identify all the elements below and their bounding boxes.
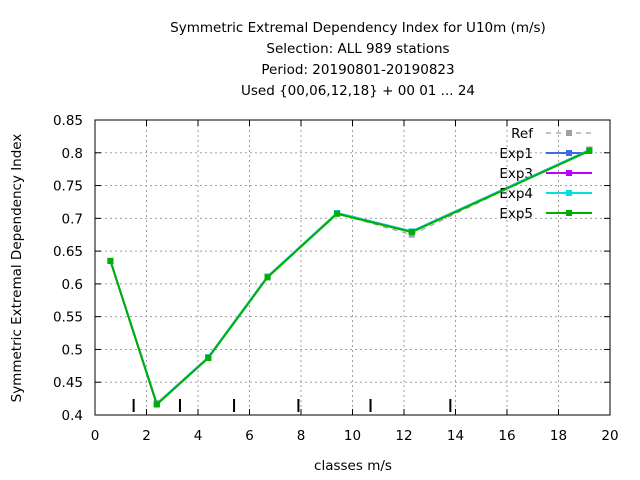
x-tick-label: 2 — [142, 428, 151, 444]
data-point-exp5 — [264, 274, 271, 281]
y-tick-label: 0.8 — [62, 146, 83, 162]
data-point-exp5 — [408, 229, 415, 236]
y-tick-label: 0.65 — [53, 244, 83, 260]
x-tick-label: 16 — [498, 428, 515, 444]
legend-label-exp5: Exp5 — [499, 206, 533, 222]
legend-label-ref: Ref — [511, 126, 534, 142]
legend-label-exp4: Exp4 — [499, 186, 533, 202]
chart-title-line-4: Used {00,06,12,18} + 00 01 ... 24 — [240, 83, 476, 99]
x-tick-label: 8 — [297, 428, 306, 444]
legend-marker-exp5 — [566, 210, 572, 216]
chart-title-line-1: Symmetric Extremal Dependency Index for … — [170, 20, 546, 36]
y-tick-label: 0.7 — [62, 211, 83, 227]
legend-marker-exp4 — [566, 190, 572, 196]
x-axis-label: classes m/s — [314, 458, 392, 474]
y-axis-label: Symmetric Extremal Dependency Index — [9, 133, 25, 403]
x-tick-label: 6 — [245, 428, 254, 444]
data-point-exp5 — [153, 401, 160, 408]
y-tick-label: 0.4 — [62, 408, 83, 424]
chart-title-line-3: Period: 20190801-20190823 — [261, 62, 455, 78]
y-tick-label: 0.85 — [53, 113, 83, 129]
y-tick-label: 0.5 — [62, 342, 83, 358]
data-point-exp5 — [205, 354, 212, 361]
x-tick-label: 4 — [194, 428, 203, 444]
data-point-exp5 — [334, 210, 341, 217]
y-tick-label: 0.55 — [53, 310, 83, 326]
x-tick-label: 14 — [447, 428, 464, 444]
x-tick-label: 0 — [91, 428, 100, 444]
data-point-exp5 — [586, 147, 593, 154]
y-tick-label: 0.45 — [53, 375, 83, 391]
legend-label-exp1: Exp1 — [499, 146, 533, 162]
legend-marker-ref — [566, 130, 572, 136]
x-tick-label: 12 — [395, 428, 412, 444]
chart-title-line-2: Selection: ALL 989 stations — [266, 41, 450, 57]
x-tick-label: 20 — [601, 428, 618, 444]
y-tick-label: 0.75 — [53, 179, 83, 195]
y-tick-label: 0.6 — [62, 277, 83, 293]
x-tick-label: 10 — [344, 428, 361, 444]
data-point-exp5 — [107, 257, 114, 264]
legend-marker-exp3 — [566, 170, 572, 176]
x-tick-label: 18 — [550, 428, 567, 444]
legend-label-exp3: Exp3 — [499, 166, 533, 182]
legend-marker-exp1 — [566, 150, 572, 156]
